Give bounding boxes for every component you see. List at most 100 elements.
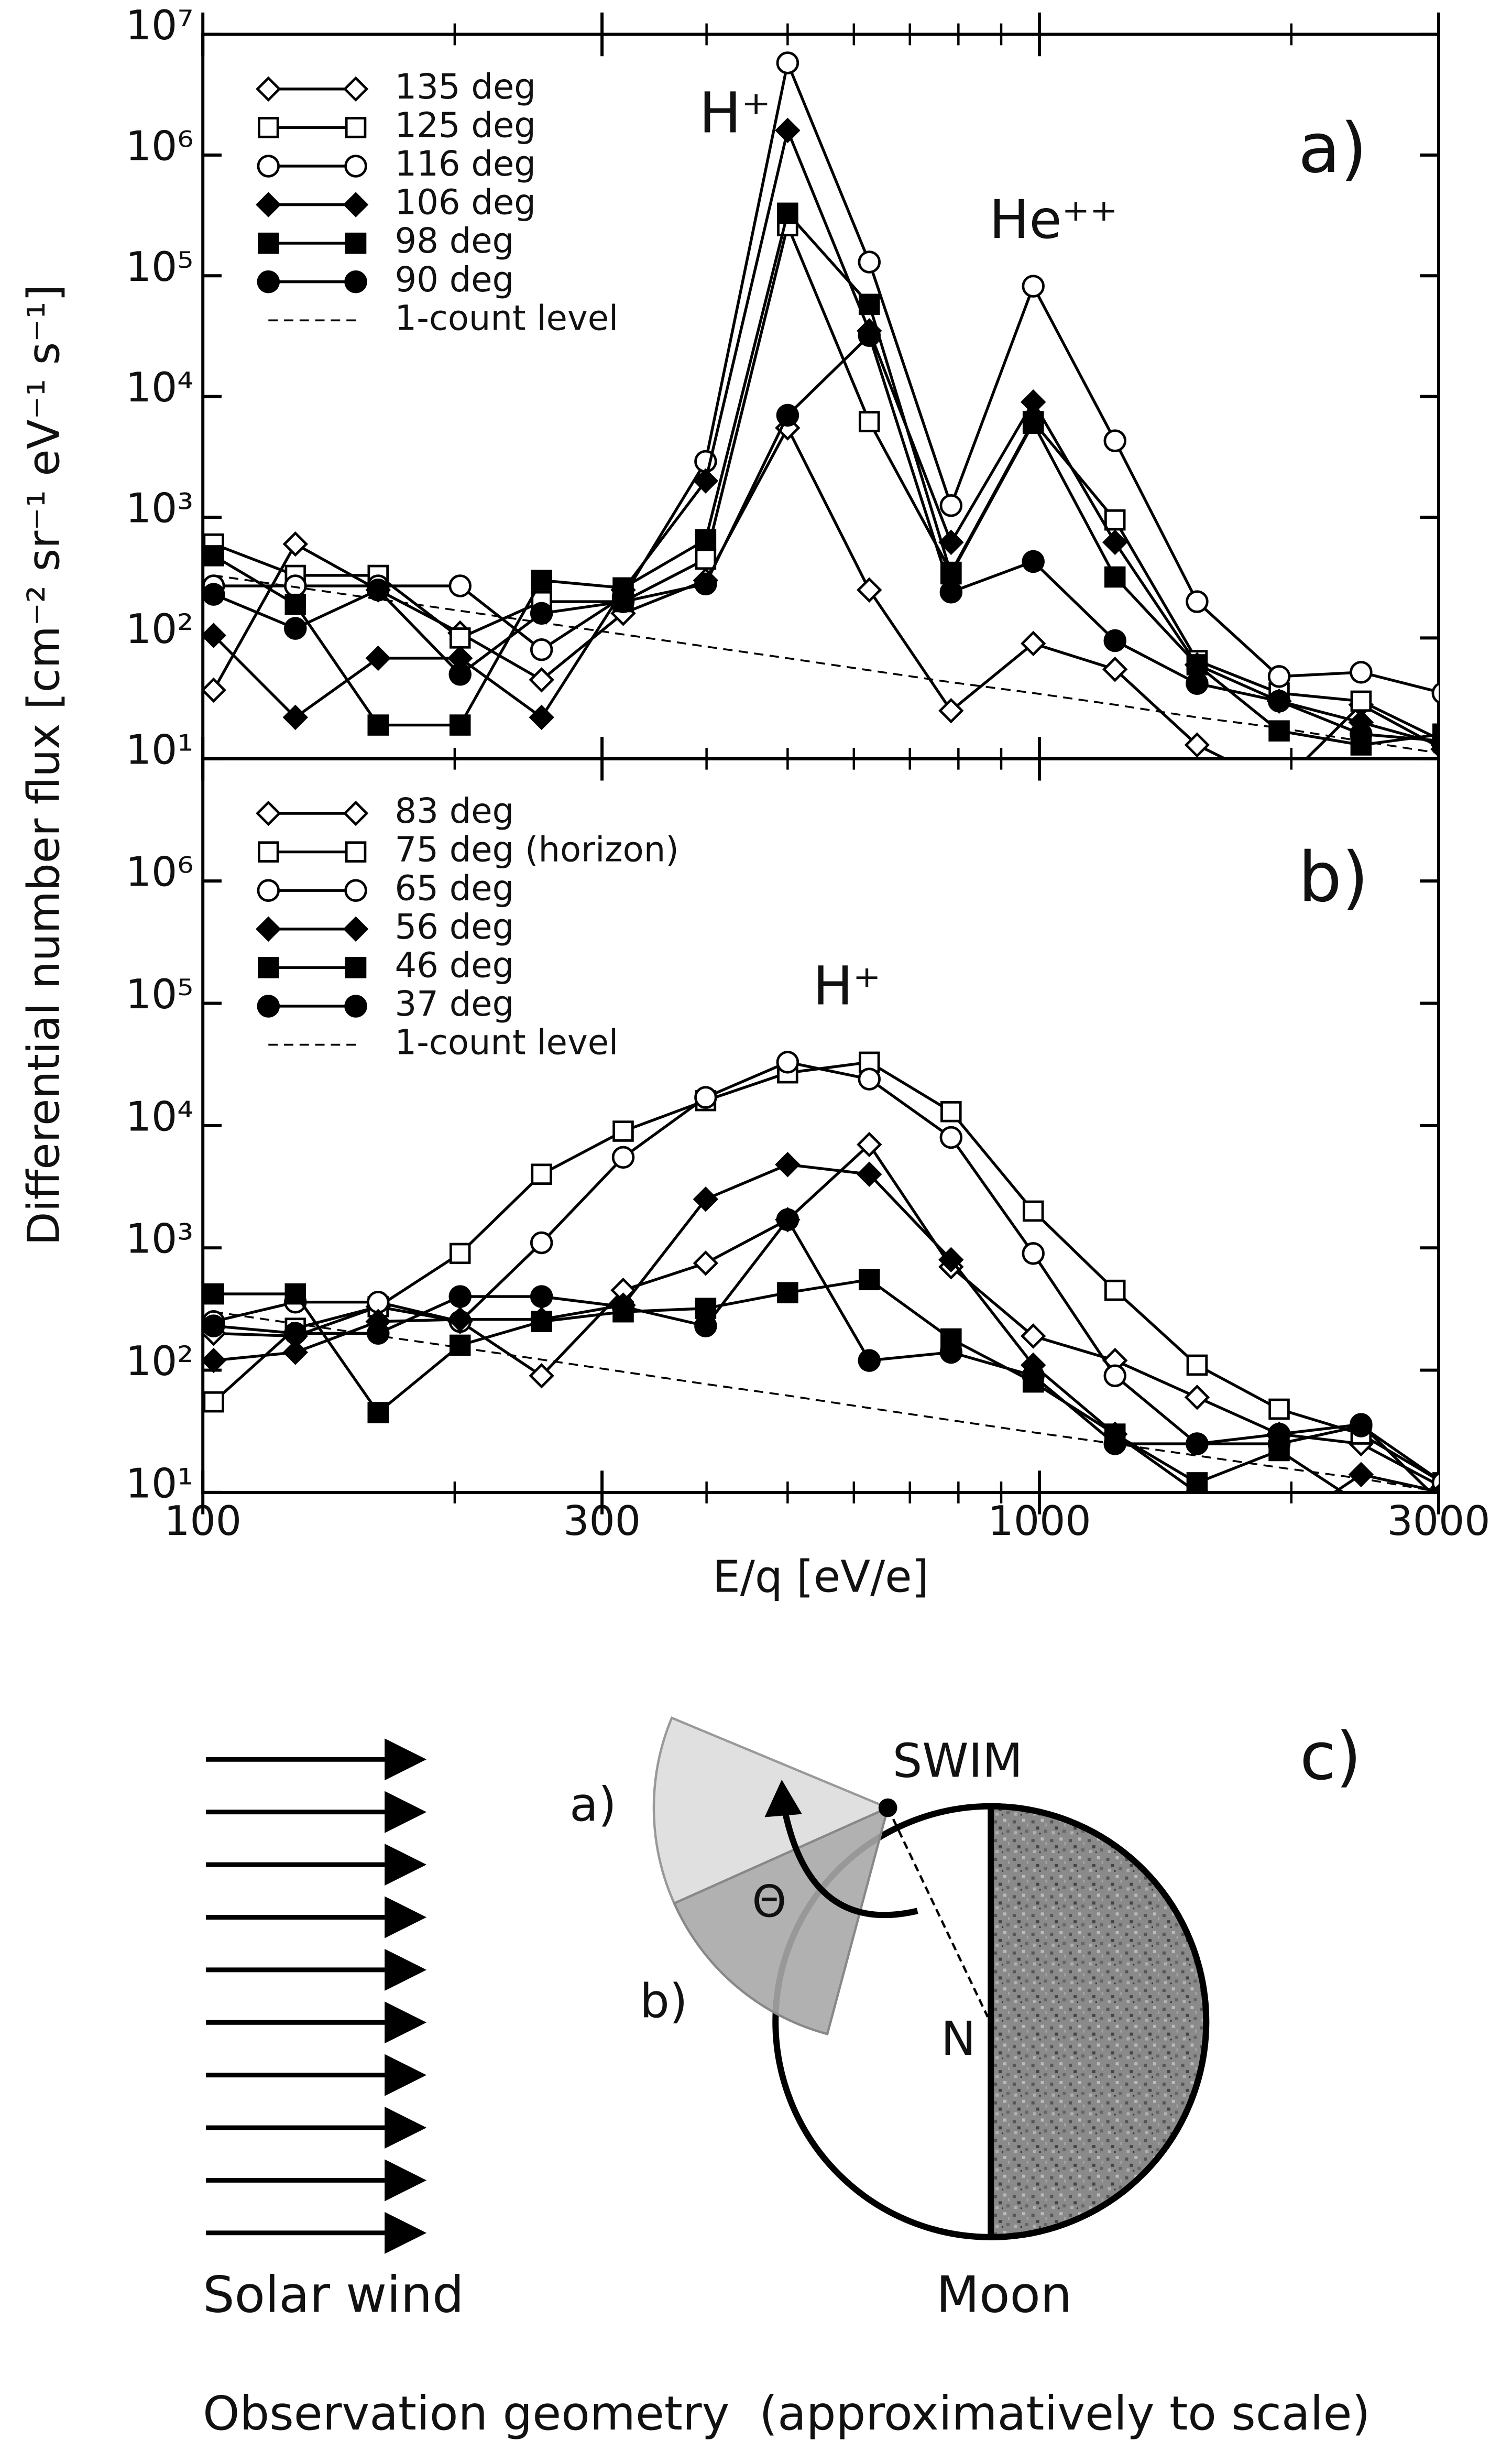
marker [776, 1051, 799, 1074]
marker [693, 1186, 719, 1212]
marker [345, 117, 367, 138]
legend-label: 106 deg [395, 183, 536, 223]
marker [1104, 509, 1126, 531]
sector-b [672, 1805, 890, 2036]
marker [1350, 661, 1373, 684]
marker [284, 1322, 307, 1345]
marker [940, 1101, 962, 1123]
y-tick-label: 10⁶ [126, 123, 194, 170]
series-line [213, 221, 1439, 741]
marker [203, 583, 225, 606]
marker [1431, 731, 1439, 752]
marker [857, 1131, 882, 1158]
count-level-line [213, 1311, 1439, 1493]
marker [203, 1283, 224, 1305]
legend-label: 1-count level [395, 298, 619, 338]
marker [1186, 1354, 1208, 1376]
marker [257, 879, 280, 902]
marker [858, 293, 880, 315]
annotation: a) [1298, 108, 1367, 188]
annotation: H⁺ [699, 81, 771, 146]
marker [1268, 775, 1290, 797]
marker [365, 645, 391, 671]
marker [345, 957, 367, 978]
wind-label: Solar wind [203, 2266, 464, 2324]
marker [857, 1161, 882, 1187]
plot-area [203, 51, 1439, 797]
wind-arrow-head [385, 1896, 427, 1938]
marker [203, 1314, 225, 1337]
marker [1267, 690, 1291, 713]
marker [530, 1285, 553, 1308]
legend-label: 90 deg [395, 260, 514, 300]
y-tick-label: 10⁷ [126, 2, 194, 49]
annotation: H⁺ [813, 955, 881, 1017]
series-line [212, 1061, 1439, 1482]
marker [529, 704, 554, 731]
y-tick-label: 10⁴ [126, 1093, 194, 1140]
marker [343, 800, 369, 826]
marker [776, 404, 799, 427]
marker [1268, 720, 1290, 742]
swim-position [878, 1798, 897, 1817]
panel-label: c) [1300, 1718, 1362, 1794]
wind-arrow-head [385, 1791, 427, 1833]
y-tick-label: 10³ [126, 485, 194, 532]
marker [256, 192, 281, 217]
series-line [213, 1278, 1346, 1493]
marker [367, 714, 389, 736]
series-line [213, 58, 1439, 694]
legend-label: 75 deg (horizon) [395, 830, 679, 870]
marker [1103, 629, 1126, 652]
marker [693, 1250, 719, 1276]
marker [1350, 723, 1373, 746]
series-line [213, 210, 1439, 747]
wind-arrow-head [385, 2054, 427, 2096]
y-tick-label: 10³ [126, 1216, 194, 1263]
marker [448, 663, 472, 686]
pole-line [886, 1807, 989, 2018]
series-line [212, 126, 1439, 746]
marker [857, 577, 882, 603]
marker [257, 270, 280, 293]
series-line [212, 424, 1439, 759]
y-tick-label: 10⁴ [126, 364, 194, 411]
marker [256, 916, 281, 942]
angle-arrow [782, 1810, 918, 1919]
marker [695, 1298, 717, 1319]
wind-arrow-head [385, 2001, 427, 2044]
y-tick-label: 10¹ [126, 1460, 194, 1507]
marker [694, 1314, 717, 1337]
plot-frame [201, 757, 1440, 1494]
marker [343, 192, 369, 217]
y-tick-label: 10⁵ [126, 971, 194, 1018]
solar-wind-arrows [206, 1738, 427, 2254]
marker [858, 250, 881, 274]
marker [258, 841, 279, 863]
marker [448, 1285, 472, 1308]
marker [531, 1311, 552, 1332]
marker [1184, 1385, 1210, 1410]
angle-arrowhead [764, 1780, 802, 1817]
marker [1022, 412, 1044, 434]
marker [449, 714, 471, 736]
marker [777, 1282, 798, 1303]
marker [1104, 1279, 1126, 1301]
moon-night-side [988, 1803, 1210, 2240]
marker [258, 117, 279, 138]
marker [858, 1269, 880, 1291]
marker [1022, 550, 1045, 573]
legend-label: 98 deg [395, 221, 514, 261]
marker [449, 1334, 471, 1356]
marker [367, 1402, 389, 1423]
marker [1103, 1364, 1126, 1387]
marker [1186, 1432, 1209, 1455]
y-tick-label: 10² [126, 1338, 194, 1385]
marker [203, 1391, 224, 1413]
marker [531, 570, 552, 591]
legend-label: 116 deg [395, 144, 536, 184]
marker [858, 411, 880, 432]
plot-area [203, 1051, 1439, 1493]
marker [284, 574, 307, 597]
